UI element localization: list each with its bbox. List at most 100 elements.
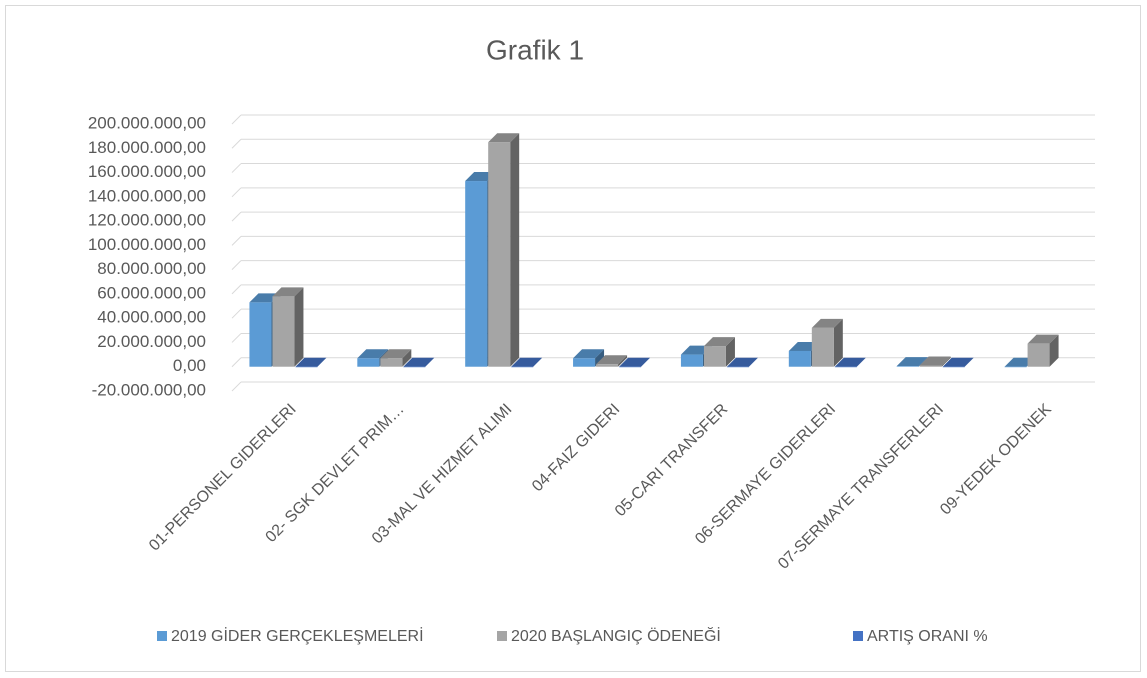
bar [403, 366, 426, 368]
bar [465, 181, 488, 367]
bar-group [811, 318, 843, 367]
y-tick-label: 40.000.000,00 [97, 308, 206, 327]
grid-line-side [231, 308, 242, 319]
bar [357, 358, 380, 367]
bar [596, 364, 619, 367]
bar-side [725, 337, 735, 367]
bar [511, 366, 534, 368]
bar-top [919, 356, 951, 366]
bar-top [511, 357, 543, 367]
bar-top [596, 355, 628, 365]
bar-top [573, 349, 605, 359]
bar-group [488, 133, 520, 367]
grid-line-side [231, 187, 242, 198]
y-tick-label: 0,00 [173, 356, 206, 375]
bar-top [295, 357, 327, 367]
y-tick-label: 20.000.000,00 [97, 332, 206, 351]
grid-line-side [231, 211, 242, 222]
bar-group [703, 337, 735, 367]
grid-line-side [231, 138, 242, 149]
grid-line-side [231, 333, 242, 343]
legend-swatch [853, 631, 863, 641]
bar-side [595, 349, 605, 367]
grid-line-side [231, 284, 242, 295]
bar [726, 366, 749, 368]
y-tick-label: 60.000.000,00 [97, 283, 206, 302]
y-tick-label: 80.000.000,00 [97, 259, 206, 278]
legend-swatch [497, 631, 507, 641]
bar [249, 302, 272, 367]
bar [272, 296, 295, 367]
bar-group [1027, 334, 1059, 367]
bar-top [703, 337, 735, 347]
bar-side [833, 318, 843, 367]
bar-group [619, 357, 651, 368]
bar [811, 327, 834, 367]
grid-line-side [231, 114, 242, 125]
bar-side [641, 357, 651, 367]
bar-group [295, 357, 327, 368]
bar-group [511, 357, 543, 368]
bar [942, 366, 965, 368]
bar-top [272, 287, 304, 297]
y-tick-label: 200.000.000,00 [88, 113, 206, 132]
legend-swatch [157, 631, 167, 641]
bar [788, 350, 811, 367]
bar-side [964, 357, 974, 367]
y-tick-label: 100.000.000,00 [88, 235, 206, 254]
legend-label: ARTIŞ ORANI % [867, 628, 988, 645]
bar [1027, 343, 1050, 367]
bar-top [834, 357, 866, 367]
bar-group [272, 287, 304, 367]
bar-top [896, 357, 928, 367]
bar [380, 358, 403, 367]
y-tick-label: 140.000.000,00 [88, 186, 206, 205]
bar [1004, 366, 1027, 368]
bar [896, 366, 919, 367]
bar-group [726, 357, 758, 368]
bar-side [294, 287, 304, 367]
bar-group [919, 356, 951, 367]
grid-line-side [231, 260, 242, 270]
chart-border [5, 5, 1141, 672]
chart-title: Grafik 1 [486, 34, 584, 65]
bar-side [856, 357, 866, 367]
grid-line-side [231, 236, 242, 246]
bar [573, 358, 596, 367]
bar-group [573, 349, 605, 367]
bar [295, 366, 318, 368]
bar-top [357, 349, 389, 359]
bar-side [618, 355, 628, 367]
bar-group [834, 357, 866, 368]
bar [488, 142, 511, 367]
bar-group [403, 357, 435, 368]
legend-label: 2019 GİDER GERÇEKLEŞMELERİ [171, 626, 424, 645]
bar [619, 366, 642, 368]
bar-top [403, 357, 435, 367]
bar-top [942, 357, 974, 367]
y-tick-label: 120.000.000,00 [88, 211, 206, 230]
bar-group [942, 357, 974, 368]
bar-side [1049, 334, 1059, 367]
y-tick-label: 180.000.000,00 [88, 138, 206, 157]
y-tick-label: 160.000.000,00 [88, 162, 206, 181]
bar-top [619, 357, 651, 367]
bar-top [1027, 334, 1059, 344]
bar-side [510, 133, 520, 367]
bar [919, 365, 942, 367]
bar [680, 354, 703, 367]
bar-top [488, 133, 520, 143]
legend-label: 2020 BAŞLANGIÇ ÖDENEĞİ [511, 626, 721, 645]
bar-side [748, 357, 758, 367]
bar-top [726, 357, 758, 367]
bar-group [380, 349, 412, 367]
bar-top [380, 349, 412, 359]
bar-top [811, 318, 843, 328]
y-tick-label: -20.000.000,00 [92, 380, 206, 399]
bar [834, 366, 857, 368]
grid-line-side [231, 357, 242, 368]
bar-side [941, 356, 951, 367]
bar [703, 346, 726, 367]
bar-group [596, 355, 628, 367]
